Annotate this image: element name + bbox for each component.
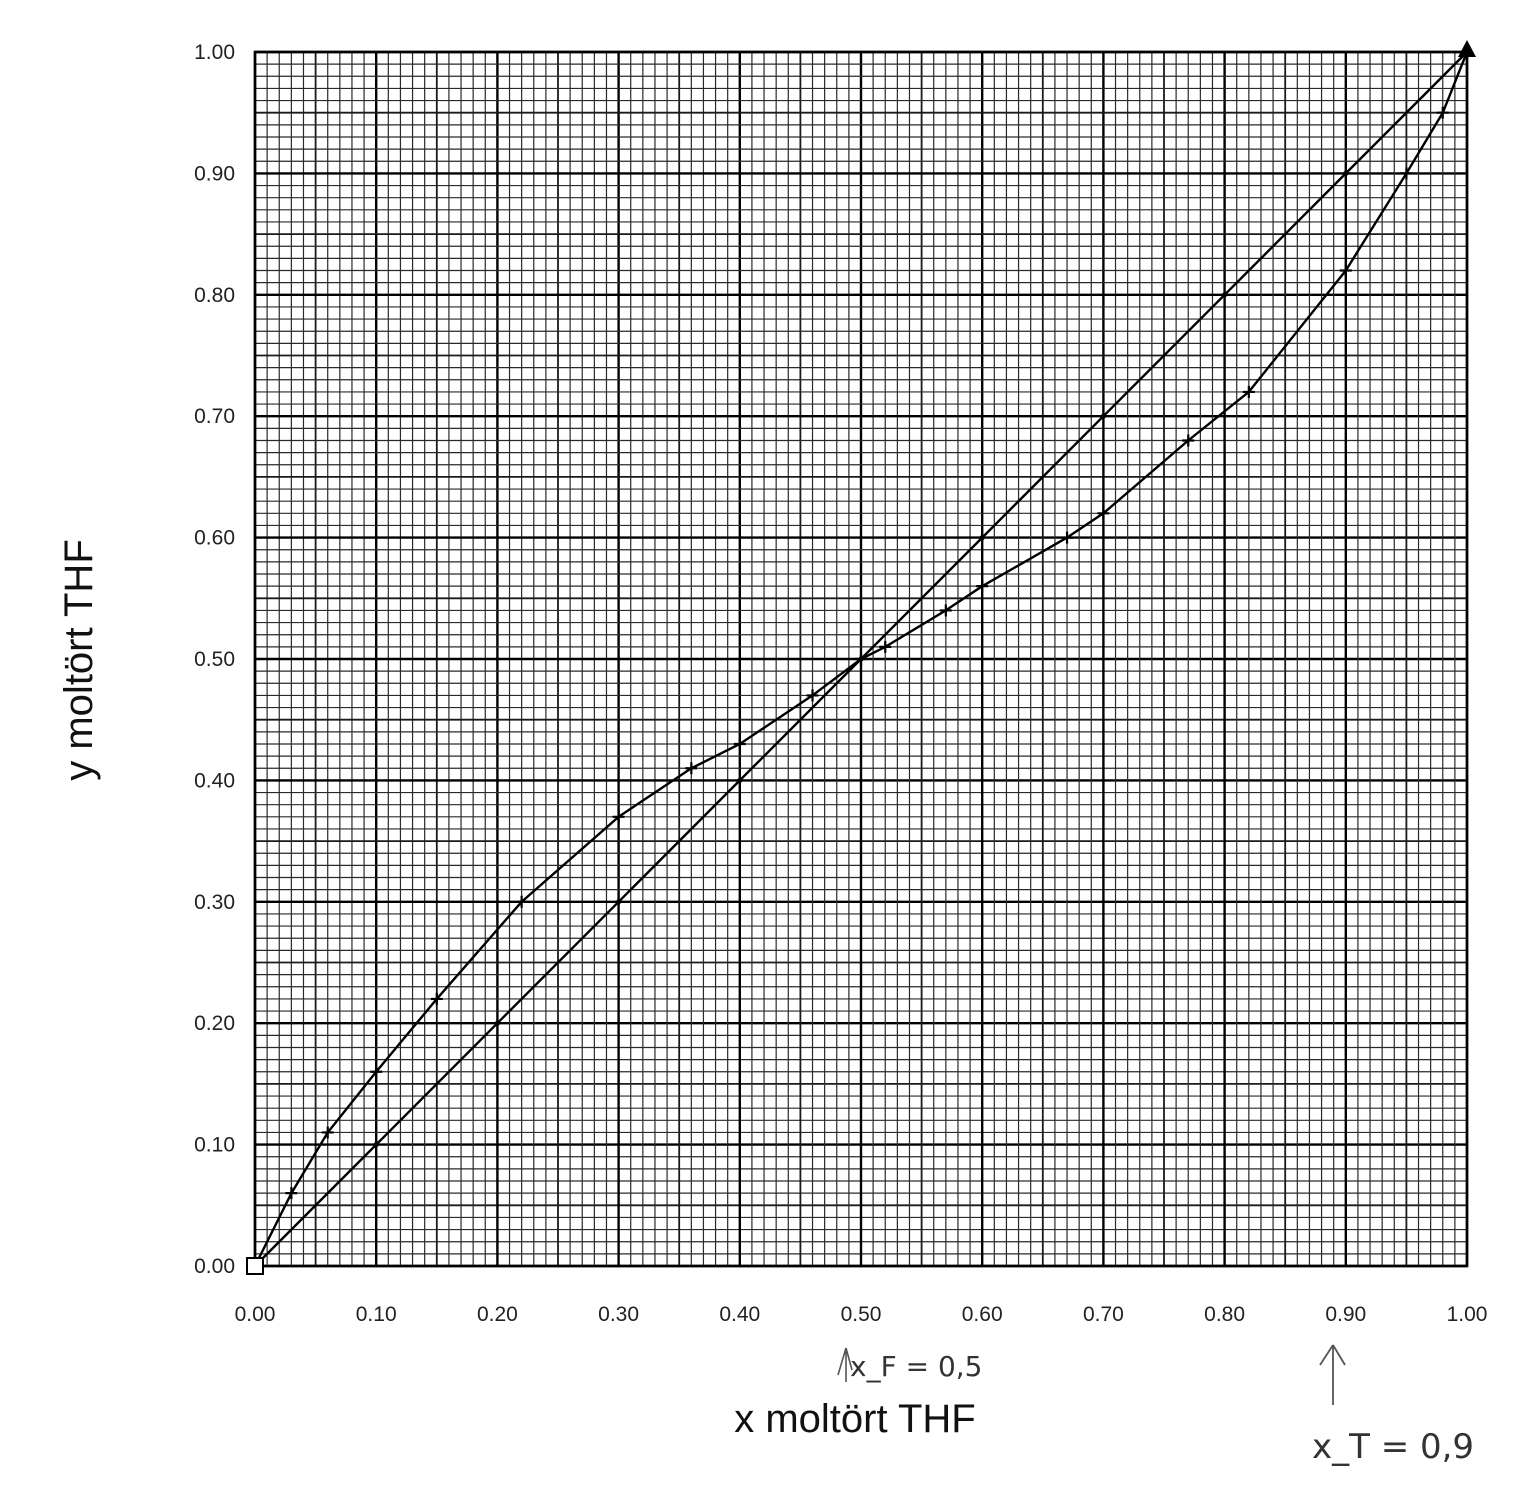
series-group (246, 40, 1476, 1275)
x-tick-label: 0.60 (962, 1303, 1003, 1326)
x-tick-label: 0.10 (356, 1303, 397, 1326)
start-marker (246, 1257, 264, 1275)
x-tick-label: 0.90 (1325, 1303, 1366, 1326)
data-point (1222, 292, 1228, 298)
data-point (976, 580, 989, 593)
data-point (1242, 385, 1255, 398)
x-tick-labels: 0.00 0.10 0.20 0.30 0.40 0.50 0.60 0.70 0.80 0.90… (235, 1303, 1488, 1326)
y-tick-label: 0.70 (194, 405, 235, 428)
y-axis-title: y moltört THF (57, 539, 101, 781)
data-point (321, 1126, 334, 1139)
series-line-1 (253, 51, 1469, 1267)
plot-frame (253, 50, 1469, 1268)
data-point (494, 1020, 500, 1026)
end-marker (1458, 40, 1476, 57)
data-point (1097, 507, 1110, 520)
data-point (373, 1142, 379, 1148)
annotation-xt-text: x_T = 0,9 (1312, 1427, 1474, 1467)
data-point (1182, 434, 1195, 447)
y-tick-label: 0.50 (194, 648, 235, 671)
y-tick-label: 0.40 (194, 769, 235, 792)
y-tick-label: 1.00 (194, 41, 235, 64)
data-point (1061, 531, 1074, 544)
data-point (285, 1187, 298, 1200)
data-point (515, 895, 528, 908)
y-tick-label: 0.80 (194, 284, 235, 307)
annotation-xf: x_F = 0,5 (837, 1347, 982, 1383)
data-point (370, 1065, 383, 1078)
y-tick-label: 0.10 (194, 1134, 235, 1157)
x-axis-title: x moltört THF (734, 1397, 976, 1441)
x-tick-label: 0.00 (235, 1303, 276, 1326)
y-tick-label: 0.20 (194, 1012, 235, 1035)
y-tick-label: 0.90 (194, 162, 235, 185)
y-tick-label: 0.60 (194, 527, 235, 550)
data-point (685, 762, 698, 775)
x-tick-label: 0.50 (841, 1303, 882, 1326)
data-point (1400, 167, 1413, 180)
x-tick-label: 0.40 (719, 1303, 760, 1326)
data-point (1339, 264, 1352, 277)
x-tick-label: 0.70 (1083, 1303, 1124, 1326)
annotation-xt-arrow (1319, 1344, 1346, 1405)
x-tick-label: 0.80 (1204, 1303, 1245, 1326)
data-point (806, 689, 819, 702)
data-point (1343, 170, 1349, 176)
x-tick-label: 0.30 (598, 1303, 639, 1326)
y-tick-labels: 0.00 0.10 0.20 0.30 0.40 0.50 0.60 0.70 0.80 0.90… (194, 41, 235, 1278)
data-point (430, 992, 443, 1005)
data-point (737, 777, 743, 784)
annotation-xt: x_T = 0,9 (1312, 1344, 1474, 1467)
data-point (612, 810, 625, 823)
data-point (733, 737, 746, 750)
data-point (855, 653, 867, 665)
data-point (879, 640, 892, 653)
y-tick-label: 0.30 (194, 891, 235, 914)
data-point (1436, 106, 1449, 119)
x-tick-label: 1.00 (1447, 1303, 1488, 1326)
annotation-xf-arrow (837, 1347, 853, 1382)
annotation-xf-text: x_F = 0,5 (850, 1350, 982, 1383)
y-tick-label: 0.00 (194, 1255, 235, 1278)
data-point (939, 604, 952, 617)
data-point (979, 535, 985, 541)
data-point (1100, 413, 1106, 419)
grid (253, 50, 1469, 1268)
x-tick-label: 0.20 (477, 1303, 518, 1326)
data-point (616, 899, 622, 905)
